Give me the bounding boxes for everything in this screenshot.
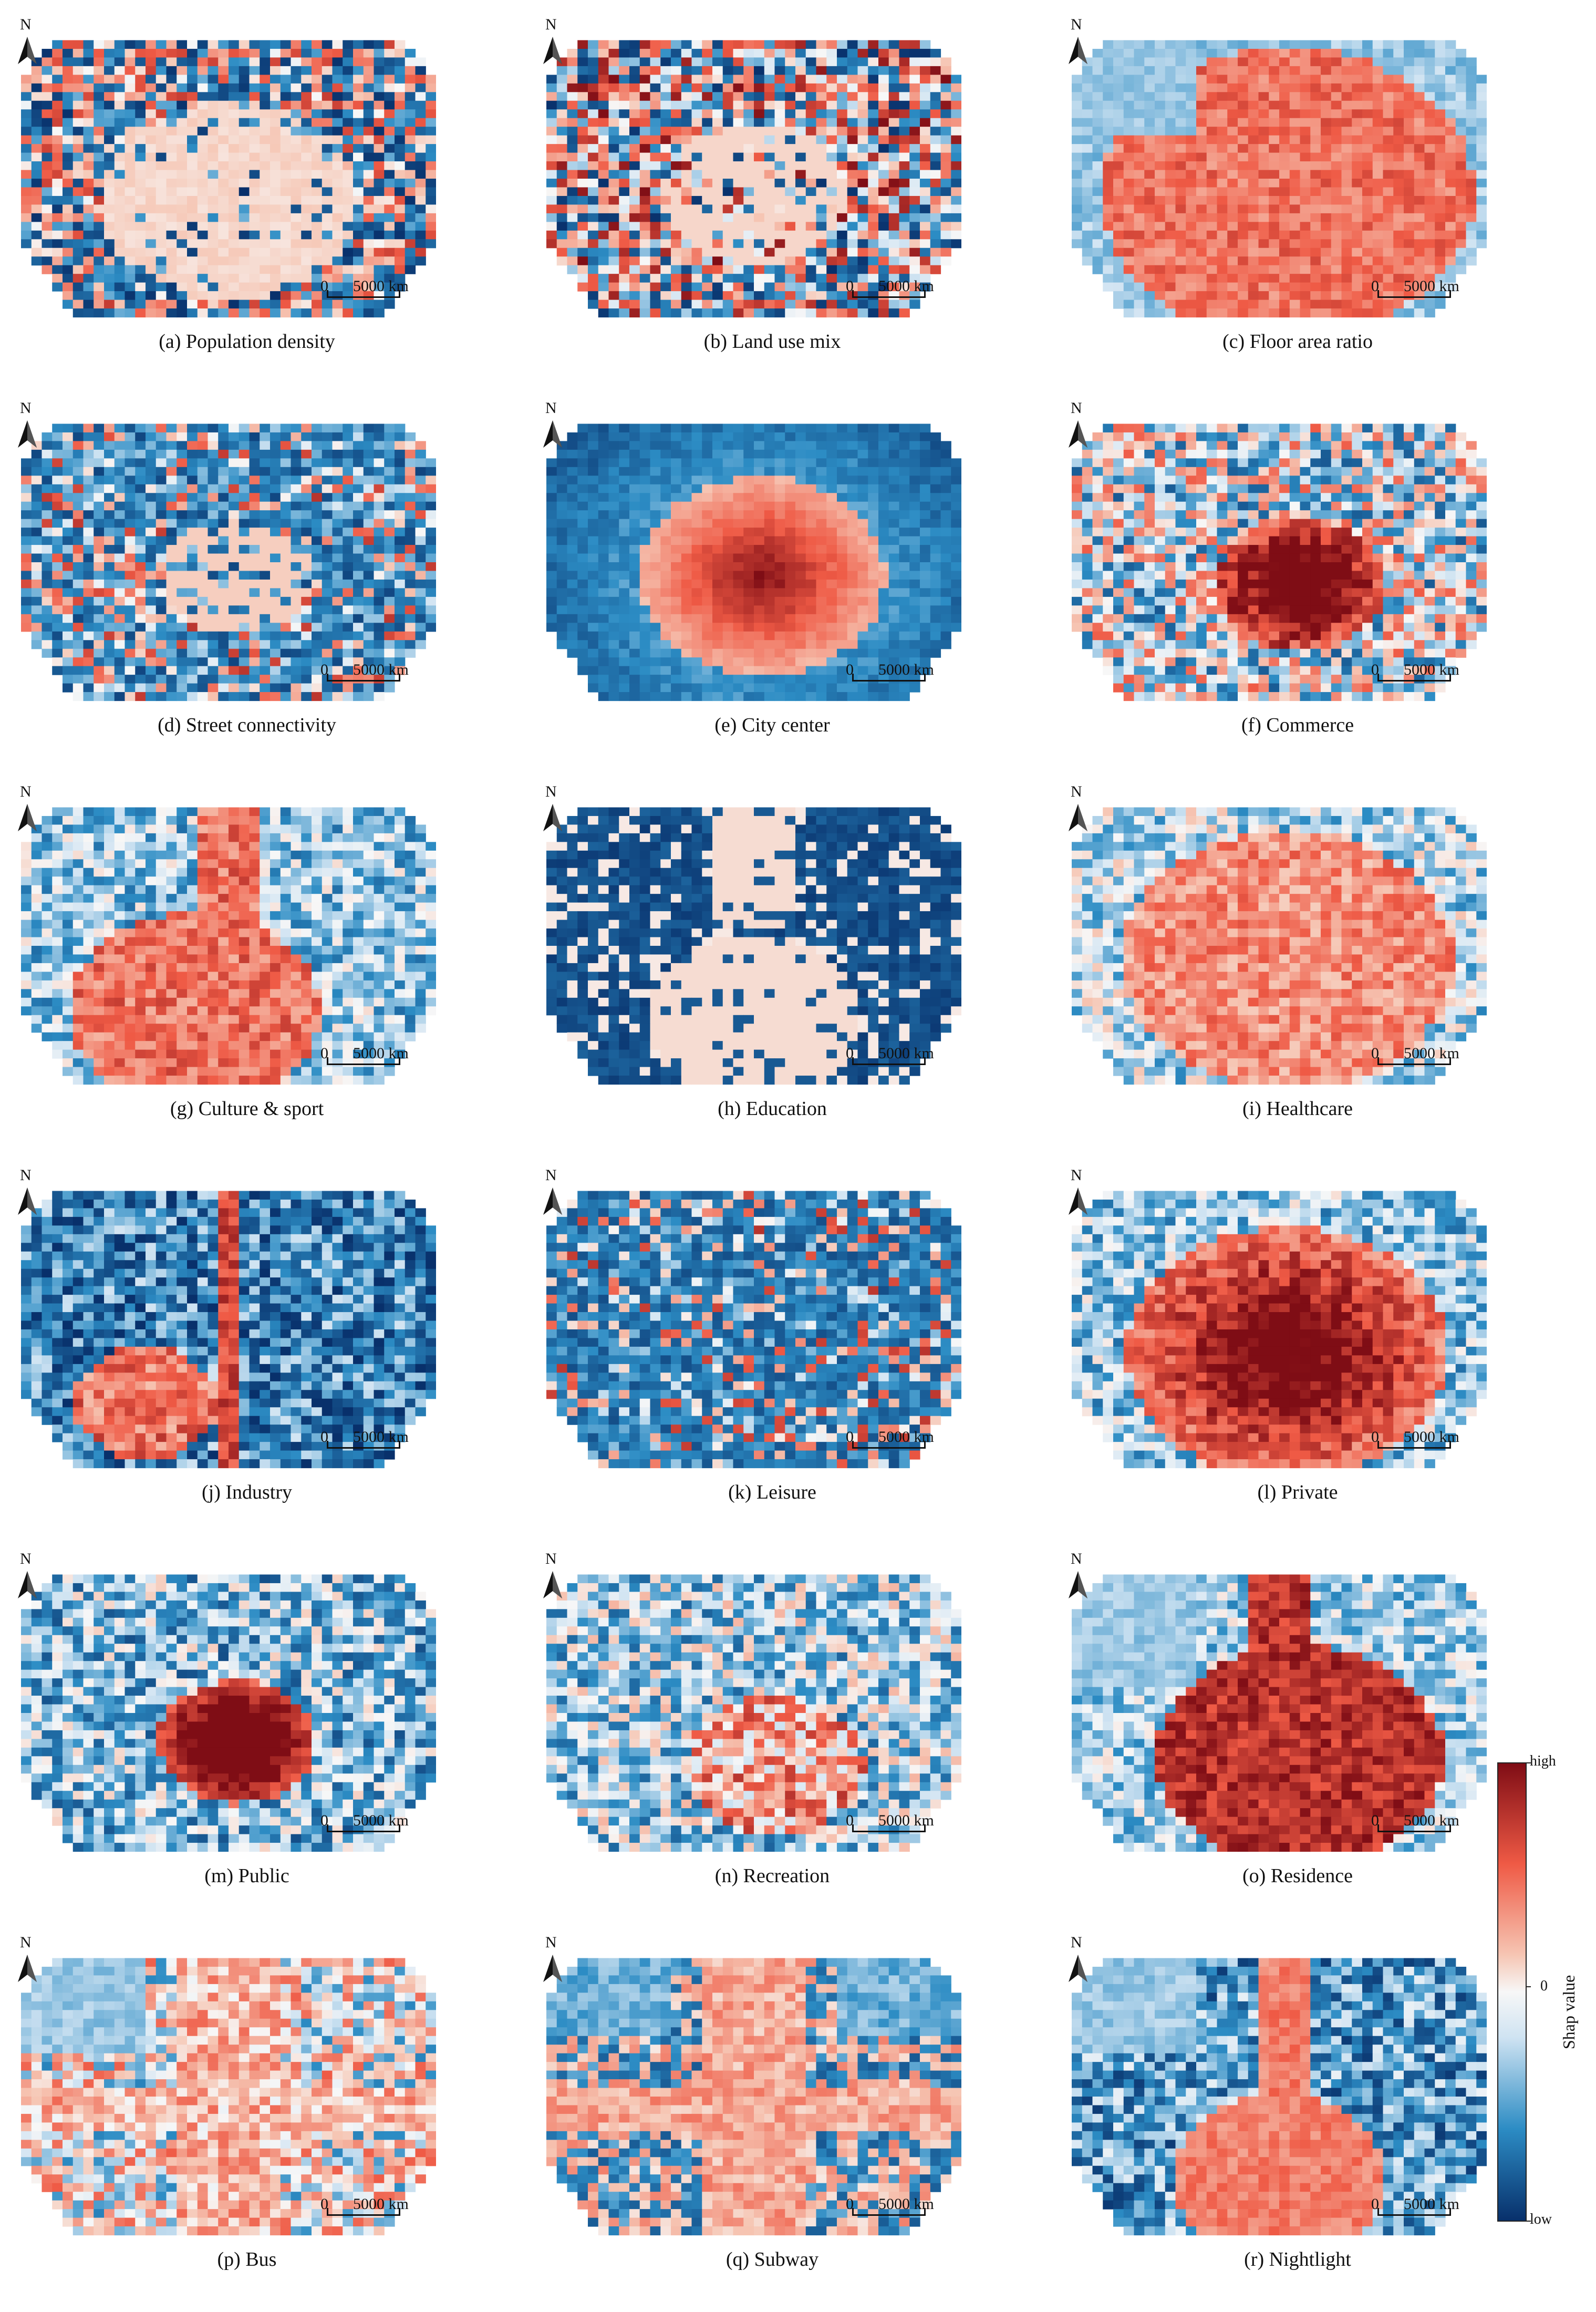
map-caption: (d) Street connectivity — [11, 709, 483, 741]
map-caption: (j) Industry — [11, 1477, 483, 1508]
north-label: N — [1071, 399, 1082, 417]
north-label: N — [545, 16, 557, 34]
north-label: N — [1071, 1934, 1082, 1952]
map-caption: (f) Commerce — [1061, 709, 1534, 741]
map-caption: (o) Residence — [1061, 1860, 1534, 1892]
north-label: N — [545, 399, 557, 417]
north-label: N — [545, 783, 557, 801]
north-arrow-icon: N — [540, 1167, 566, 1219]
map-caption: (i) Healthcare — [1061, 1093, 1534, 1124]
north-label: N — [545, 1934, 557, 1952]
map-caption: (b) Land use mix — [536, 326, 1009, 357]
north-arrow-icon: N — [15, 399, 41, 452]
north-label: N — [20, 1934, 32, 1952]
colorbar-title: Shap value — [1559, 1975, 1579, 2049]
north-label: N — [1071, 1167, 1082, 1184]
north-arrow-icon: N — [15, 1934, 41, 1986]
north-label: N — [1071, 16, 1082, 34]
colorbar-legend: high 0 low Shap value — [1492, 1755, 1596, 2228]
map-caption: (e) City center — [536, 709, 1009, 741]
map-caption: (n) Recreation — [536, 1860, 1009, 1892]
north-label: N — [545, 1550, 557, 1568]
north-label: N — [20, 16, 32, 34]
map-caption: (h) Education — [536, 1093, 1009, 1124]
north-arrow-icon: N — [1065, 1167, 1092, 1219]
north-label: N — [20, 783, 32, 801]
north-label: N — [1071, 783, 1082, 801]
map-caption: (m) Public — [11, 1860, 483, 1892]
colorbar-zero-label: 0 — [1540, 1978, 1548, 1995]
colorbar-tick-zero — [1526, 1986, 1531, 1987]
north-arrow-icon: N — [540, 783, 566, 835]
north-arrow-icon: N — [1065, 1934, 1092, 1986]
map-caption: (g) Culture & sport — [11, 1093, 483, 1124]
map-caption: (q) Subway — [536, 2244, 1009, 2275]
north-label: N — [20, 1167, 32, 1184]
north-label: N — [545, 1167, 557, 1184]
north-label: N — [20, 1550, 32, 1568]
north-arrow-icon: N — [1065, 783, 1092, 835]
colorbar-ramp — [1497, 1762, 1527, 2222]
north-label: N — [20, 399, 32, 417]
north-arrow-icon: N — [540, 16, 566, 68]
map-caption: (a) Population density — [11, 326, 483, 357]
north-arrow-icon: N — [15, 783, 41, 835]
map-caption: (r) Nightlight — [1061, 2244, 1534, 2275]
north-arrow-icon: N — [1065, 16, 1092, 68]
north-arrow-icon: N — [540, 399, 566, 452]
north-arrow-icon: N — [15, 16, 41, 68]
map-caption: (c) Floor area ratio — [1061, 326, 1534, 357]
map-caption: (k) Leisure — [536, 1477, 1009, 1508]
colorbar-low-label: low — [1530, 2211, 1552, 2228]
colorbar-high-label: high — [1530, 1753, 1556, 1770]
north-label: N — [1071, 1550, 1082, 1568]
map-caption: (l) Private — [1061, 1477, 1534, 1508]
north-arrow-icon: N — [540, 1934, 566, 1986]
north-arrow-icon: N — [15, 1167, 41, 1219]
north-arrow-icon: N — [1065, 399, 1092, 452]
map-caption: (p) Bus — [11, 2244, 483, 2275]
north-arrow-icon: N — [1065, 1550, 1092, 1603]
north-arrow-icon: N — [15, 1550, 41, 1603]
north-arrow-icon: N — [540, 1550, 566, 1603]
